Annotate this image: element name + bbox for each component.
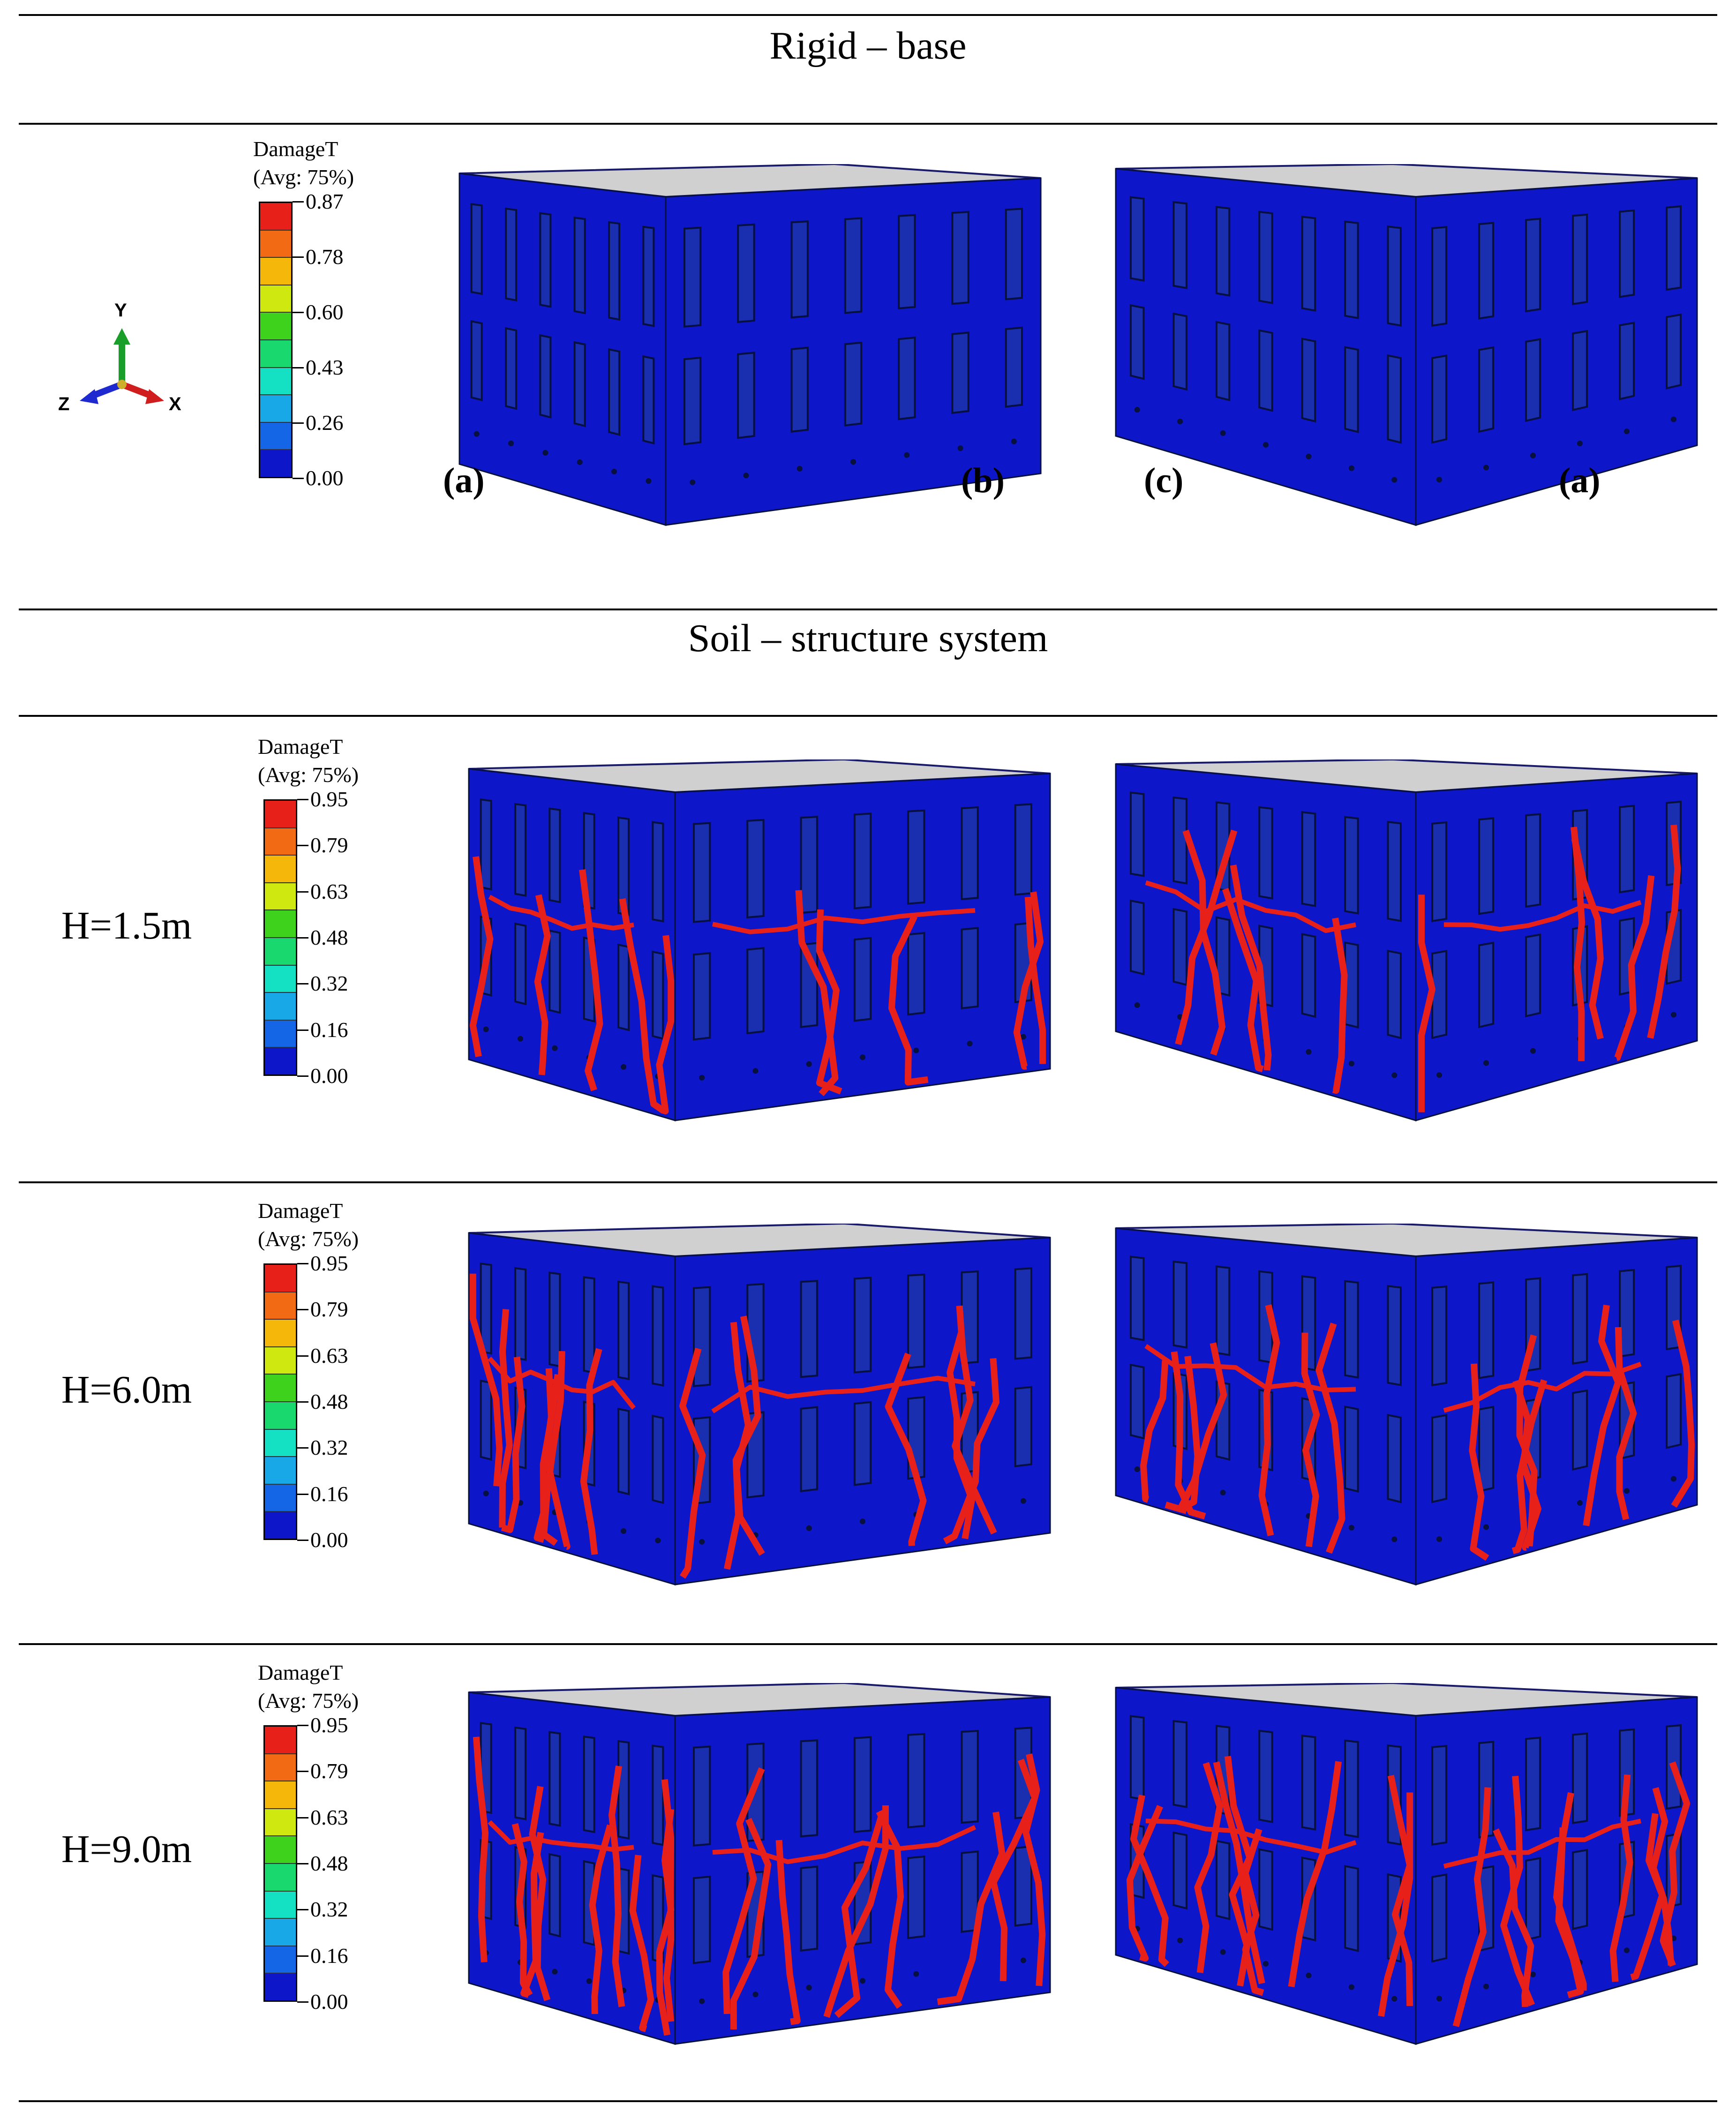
legend-color-bar	[259, 202, 293, 478]
legend-h15: DamageT (Avg: 75%) 0.95 0.79 0.63 0.48 0.32 0.1…	[258, 734, 427, 1090]
legend-tick	[297, 799, 308, 800]
rule-below-soil-title	[19, 715, 1717, 717]
legend-value: 0.79	[310, 833, 348, 857]
rule-row-2-3	[19, 1643, 1717, 1645]
legend-value: 0.95	[310, 1713, 348, 1737]
legend-value: 0.16	[310, 1017, 348, 1042]
legend-tick	[297, 1401, 308, 1403]
legend-tick	[297, 1263, 308, 1264]
legend-value: 0.79	[310, 1759, 348, 1783]
legend-tick	[297, 1955, 308, 1957]
legend-value: 0.95	[310, 1251, 348, 1275]
legend-value: 0.63	[310, 1343, 348, 1368]
rule-below-rigid-title	[19, 123, 1717, 125]
legend-title: DamageT	[258, 1661, 343, 1684]
legend-value: 0.32	[310, 1435, 348, 1460]
soil-structure-title: Soil – structure system	[688, 616, 1048, 660]
legend-value: 0.00	[310, 1064, 348, 1088]
row-label-h60: H=6.0m	[61, 1368, 192, 1412]
legend-value: 0.43	[306, 355, 344, 379]
legend-title: DamageT	[253, 137, 338, 161]
face-label-a-right: (a)	[1559, 461, 1601, 500]
legend-tick	[293, 422, 304, 424]
legend-tick	[297, 1029, 308, 1031]
legend-tick	[297, 1817, 308, 1818]
legend-value: 0.48	[310, 1390, 348, 1413]
legend-h60: DamageT (Avg: 75%) 0.95 0.79 0.63 0.48 0.32 0.1…	[258, 1198, 427, 1554]
legend-color-bar	[263, 1725, 297, 2002]
legend-value: 0.60	[306, 300, 344, 324]
legend-tick	[297, 1725, 308, 1726]
rule-above-soil-title	[19, 609, 1717, 610]
building-h15-view-ca	[1115, 759, 1698, 1122]
legend-value: 0.16	[310, 1943, 348, 1968]
table-top-rule	[19, 14, 1717, 16]
legend-tick	[297, 1309, 308, 1311]
legend-tick	[297, 2001, 308, 2003]
legend-tick	[297, 1771, 308, 1773]
legend-value: 0.26	[306, 411, 344, 435]
building-rigid-view-ab	[458, 164, 1042, 526]
legend-value: 0.48	[310, 1851, 348, 1875]
legend-tick	[293, 201, 304, 203]
legend-tick	[297, 983, 308, 985]
legend-tick	[297, 891, 308, 893]
legend-value: 0.95	[310, 787, 348, 811]
legend-value: 0.63	[310, 879, 348, 903]
legend-value: 0.32	[310, 971, 348, 996]
axis-z-label: Z	[58, 394, 70, 414]
axis-y-label: Y	[114, 300, 127, 321]
legend-tick	[297, 1493, 308, 1495]
legend-tick	[297, 845, 308, 847]
legend-value: 0.87	[306, 189, 344, 213]
building-h15-view-ab	[468, 759, 1051, 1122]
legend-title: DamageT	[258, 1199, 343, 1223]
legend-value: 0.16	[310, 1481, 348, 1506]
building-h60-view-ca	[1115, 1224, 1698, 1586]
legend-avg: (Avg: 75%)	[258, 763, 359, 787]
legend-tick	[297, 1447, 308, 1449]
legend-value: 0.00	[306, 466, 344, 490]
legend-color-bar	[263, 1263, 297, 1540]
table-bottom-rule	[19, 2100, 1717, 2102]
legend-tick	[297, 1075, 308, 1077]
legend-tick	[293, 256, 304, 258]
axis-triad-icon: Y Z X	[56, 300, 206, 431]
rule-row-1-2	[19, 1181, 1717, 1183]
building-h60-view-ab	[468, 1224, 1051, 1586]
legend-value: 0.48	[310, 925, 348, 949]
building-rigid-view-ca	[1115, 164, 1698, 526]
legend-value: 0.00	[310, 1990, 348, 2014]
legend-h90: DamageT (Avg: 75%) 0.95 0.79 0.63 0.48 0.32 0.1…	[258, 1660, 427, 2016]
row-label-h90: H=9.0m	[61, 1827, 192, 1871]
face-label-a: (a)	[443, 461, 485, 500]
legend-value: 0.32	[310, 1897, 348, 1922]
legend-tick	[293, 367, 304, 368]
legend-color-bar	[263, 799, 297, 1076]
building-h90-view-ca	[1115, 1683, 1698, 2045]
legend-avg: (Avg: 75%)	[258, 1689, 359, 1713]
legend-value: 0.63	[310, 1805, 348, 1829]
legend-avg: (Avg: 75%)	[253, 165, 354, 189]
building-h90-view-ab	[468, 1683, 1051, 2045]
axis-x-label: X	[169, 394, 181, 414]
legend-value: 0.00	[310, 1528, 348, 1552]
legend-value: 0.78	[306, 245, 344, 269]
legend-tick	[293, 478, 304, 479]
legend-tick	[297, 1540, 308, 1541]
legend-title: DamageT	[258, 735, 343, 759]
row-label-h15: H=1.5m	[61, 904, 192, 947]
legend-tick	[297, 1863, 308, 1864]
legend-tick	[297, 937, 308, 939]
face-label-c: (c)	[1144, 461, 1184, 500]
rigid-base-title: Rigid – base	[769, 24, 967, 68]
legend-avg: (Avg: 75%)	[258, 1227, 359, 1251]
legend-tick	[293, 312, 304, 313]
face-label-b: (b)	[961, 461, 1005, 500]
legend-value: 0.79	[310, 1297, 348, 1322]
legend-tick	[297, 1355, 308, 1357]
legend-tick	[297, 1909, 308, 1911]
legend-rigid: DamageT (Avg: 75%) 0.87 0.78 0.60 0.43 0.26 0.0…	[253, 136, 422, 492]
